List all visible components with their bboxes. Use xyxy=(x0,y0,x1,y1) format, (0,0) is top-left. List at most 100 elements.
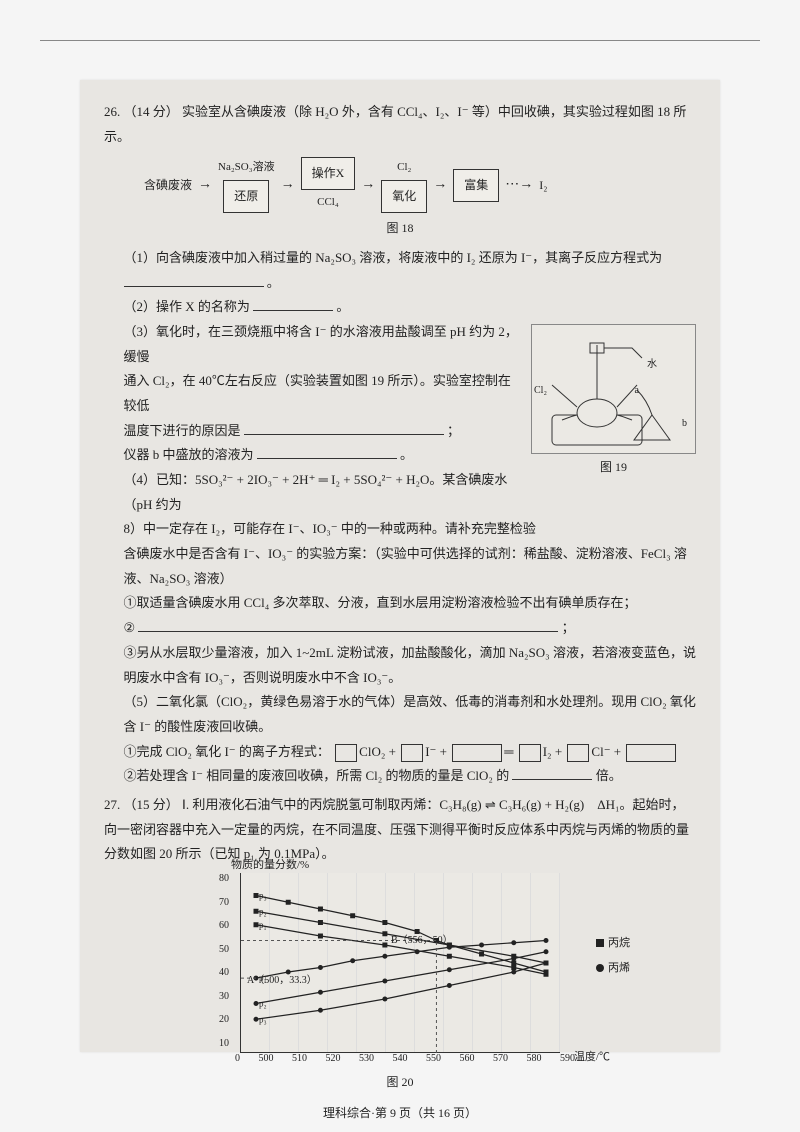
q26-p4-3: ③另从水层取少量溶液，加入 1~2mL 淀粉试液，加盐酸酸化，滴加 Na₂SO₃… xyxy=(124,641,697,690)
dashed-arrow-icon: ⋯→ xyxy=(505,172,533,199)
x-axis-title: 温度/℃ xyxy=(574,1047,610,1068)
q26-p4b: 8）中一定存在 I₂，可能存在 I⁻、IO₃⁻ 中的一种或两种。请补充完整检验 xyxy=(124,517,697,542)
coef-box[interactable] xyxy=(519,744,541,762)
q26-p3d-end: 。 xyxy=(400,447,413,462)
blank-field[interactable] xyxy=(124,274,264,287)
q26-p4c: 含碘废水中是否含有 I⁻、IO₃⁻ 的实验方案：（实验中可供选择的试剂：稀盐酸、… xyxy=(124,542,697,591)
q26-part1: （1）向含碘废液中加入稍过量的 Na₂SO₃ 溶液，将废液中的 I₂ 还原为 I… xyxy=(124,246,697,295)
eq-e: Cl⁻ + xyxy=(591,744,621,759)
figure-19: 水 Cl₂ a b 图 19 xyxy=(531,324,696,485)
coef-box[interactable] xyxy=(401,744,423,762)
y-tick-labels: 80 70 60 50 40 30 20 10 xyxy=(219,869,229,1053)
label-cl2: Cl₂ xyxy=(534,381,547,400)
eq-d: I₂ + xyxy=(543,744,562,759)
y-tick: 40 xyxy=(219,963,229,982)
coef-box[interactable] xyxy=(567,744,589,762)
chart-svg: p₃p₂p₁p₃p₂p₁ xyxy=(241,873,561,1053)
q27-points: （15 分） xyxy=(124,797,179,812)
flow-top3: Cl₂ xyxy=(397,157,411,178)
point-a-label: A（500，33.3） xyxy=(247,971,317,990)
svg-text:p₂: p₂ xyxy=(259,906,267,916)
q26-p2-end: 。 xyxy=(336,299,349,314)
exam-page: 26. （14 分） 实验室从含碘废液（除 H₂O 外，含有 CCl₄、I₂、I… xyxy=(80,80,720,1052)
blank-field[interactable] xyxy=(253,298,333,311)
q26-part4-2: ② ； xyxy=(124,616,697,641)
blank-field[interactable] xyxy=(512,767,592,780)
q26-part2: （2）操作 X 的名称为 。 xyxy=(124,295,697,320)
q26-p4-1: ①取适量含碘废水用 CCl₄ 多次萃取、分液，直到水层用淀粉溶液检验不出有碘单质… xyxy=(124,591,697,616)
q26-p4-2-end: ； xyxy=(562,620,575,635)
figure-18-flow: 含碘废液 → Na₂SO₃溶液 还原 → 操作X CCl₄ → Cl₂ 氧化 →… xyxy=(144,157,696,213)
q26-p2: （2）操作 X 的名称为 xyxy=(124,299,250,314)
svg-text:p₁: p₁ xyxy=(259,920,267,930)
q26-p1-end: 。 xyxy=(267,275,280,290)
flow-top1: Na₂SO₃溶液 xyxy=(218,157,275,178)
flow-box3: 氧化 xyxy=(381,180,427,213)
q26-p5-1: ①完成 ClO₂ 氧化 I⁻ 的离子方程式： xyxy=(124,744,330,759)
label-water: 水 xyxy=(647,355,657,374)
q26-p3d: 仪器 b 中盛放的溶液为 xyxy=(124,447,254,462)
chart-legend: 丙烷 丙烯 xyxy=(596,933,630,983)
arrow-icon: → xyxy=(198,172,212,199)
q26-p5a: （5）二氧化氯（ClO₂，黄绿色易溶于水的气体）是高效、低毒的消毒剂和水处理剂。… xyxy=(124,690,697,739)
q26-part5-2: ②若处理含 I⁻ 相同量的废液回收碘，所需 Cl₂ 的物质的量是 ClO₂ 的 … xyxy=(124,764,697,789)
arrow-icon: → xyxy=(361,172,375,199)
legend-label: 丙烯 xyxy=(608,958,630,979)
q26-p1: （1）向含碘废液中加入稍过量的 Na₂SO₃ 溶液，将废液中的 I₂ 还原为 I… xyxy=(124,250,663,265)
square-marker-icon xyxy=(596,939,604,947)
y-tick: 20 xyxy=(219,1010,229,1029)
svg-text:p₃: p₃ xyxy=(259,891,267,901)
figure-19-caption: 图 19 xyxy=(531,456,696,479)
eq-c: ═ xyxy=(504,744,513,759)
y-tick: 10 xyxy=(219,1034,229,1053)
y-tick: 60 xyxy=(219,916,229,935)
figure-20: 物质的量分数/% 温度/℃ 80 70 60 50 40 30 20 10 0 … xyxy=(240,873,560,1094)
figure-18-caption: 图 18 xyxy=(104,217,696,240)
q26-p3c-end: ； xyxy=(447,423,460,438)
y-tick: 30 xyxy=(219,987,229,1006)
q26-part5-1: ①完成 ClO₂ 氧化 I⁻ 的离子方程式： ClO₂ + I⁻ + ═ I₂ … xyxy=(124,740,697,765)
svg-text:p₂: p₂ xyxy=(259,999,267,1009)
q26-points: （14 分） xyxy=(124,104,179,119)
flow-input: 含碘废液 xyxy=(144,174,192,197)
q26-p3c: 温度下进行的原因是 xyxy=(124,423,241,438)
blank-field[interactable] xyxy=(244,422,444,435)
q26-p5-2a: ②若处理含 I⁻ 相同量的废液回收碘，所需 Cl₂ 的物质的量是 ClO₂ 的 xyxy=(124,768,510,783)
legend-propane: 丙烷 xyxy=(596,933,630,954)
q27-part: Ⅰ. xyxy=(182,797,189,812)
figure-20-caption: 图 20 xyxy=(240,1071,560,1094)
species-box[interactable] xyxy=(452,744,502,762)
label-b: b xyxy=(682,414,687,433)
circle-marker-icon xyxy=(596,964,604,972)
blank-field[interactable] xyxy=(257,446,397,459)
species-box[interactable] xyxy=(626,744,676,762)
question-26: 26. （14 分） 实验室从含碘废液（除 H₂O 外，含有 CCl₄、I₂、I… xyxy=(104,100,696,789)
y-tick: 50 xyxy=(219,940,229,959)
flow-step-2: 操作X CCl₄ xyxy=(301,157,356,213)
q26-p4-2: ② xyxy=(124,620,136,635)
flow-step-1: Na₂SO₃溶液 还原 xyxy=(218,157,275,213)
q26-p5-2b: 倍。 xyxy=(596,768,622,783)
flow-box2: 操作X xyxy=(301,157,356,190)
coef-box[interactable] xyxy=(335,744,357,762)
y-tick: 70 xyxy=(219,893,229,912)
question-27: 27. （15 分） Ⅰ. 利用液化石油气中的丙烷脱氢可制取丙烯：C₃H₈(g)… xyxy=(104,793,696,1094)
eq-a: ClO₂ + xyxy=(359,744,396,759)
flow-step-3: Cl₂ 氧化 xyxy=(381,157,427,213)
legend-label: 丙烷 xyxy=(608,933,630,954)
q27-number: 27. xyxy=(104,797,120,812)
q26-stem: 实验室从含碘废液（除 H₂O 外，含有 CCl₄、I₂、I⁻ 等）中回收碘，其实… xyxy=(104,104,686,144)
flow-bottom2: CCl₄ xyxy=(317,192,339,213)
svg-text:p₃: p₃ xyxy=(259,1014,267,1024)
apparatus-diagram: 水 Cl₂ a b xyxy=(531,324,696,454)
page-footer: 理科综合·第 9 页（共 16 页） xyxy=(104,1102,696,1125)
flow-output: I₂ xyxy=(539,174,547,197)
point-b-label: B（556，50） xyxy=(391,931,453,950)
blank-field[interactable] xyxy=(138,619,558,632)
q26-number: 26. xyxy=(104,104,120,119)
legend-propene: 丙烯 xyxy=(596,958,630,979)
arrow-icon: → xyxy=(433,172,447,199)
label-a: a xyxy=(635,381,639,400)
y-tick: 80 xyxy=(219,869,229,888)
eq-b: I⁻ + xyxy=(425,744,447,759)
